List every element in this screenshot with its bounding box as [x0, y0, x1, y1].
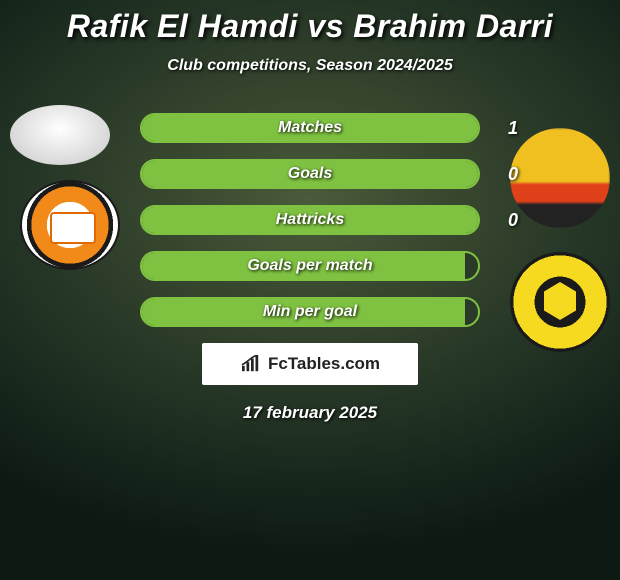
stat-label: Hattricks: [140, 205, 480, 235]
stat-label: Matches: [140, 113, 480, 143]
stat-value-right: 0: [508, 159, 518, 189]
stat-row-goals-per-match: Goals per match: [140, 251, 480, 281]
stat-value-right: 0: [508, 205, 518, 235]
stat-value-right: 1: [508, 113, 518, 143]
page-title: Rafik El Hamdi vs Brahim Darri: [0, 0, 620, 45]
page-subtitle: Club competitions, Season 2024/2025: [0, 57, 620, 75]
stat-bars: Matches 1 Goals 0 Hattricks 0 Goals per …: [0, 113, 620, 327]
bars-icon: [240, 355, 262, 373]
date-label: 17 february 2025: [0, 403, 620, 423]
stat-row-goals: Goals 0: [140, 159, 480, 189]
stat-label: Goals per match: [140, 251, 480, 281]
watermark-text: FcTables.com: [268, 354, 380, 374]
stat-label: Min per goal: [140, 297, 480, 327]
stat-row-hattricks: Hattricks 0: [140, 205, 480, 235]
stat-row-matches: Matches 1: [140, 113, 480, 143]
watermark: FcTables.com: [202, 343, 418, 385]
stat-label: Goals: [140, 159, 480, 189]
stat-row-min-per-goal: Min per goal: [140, 297, 480, 327]
